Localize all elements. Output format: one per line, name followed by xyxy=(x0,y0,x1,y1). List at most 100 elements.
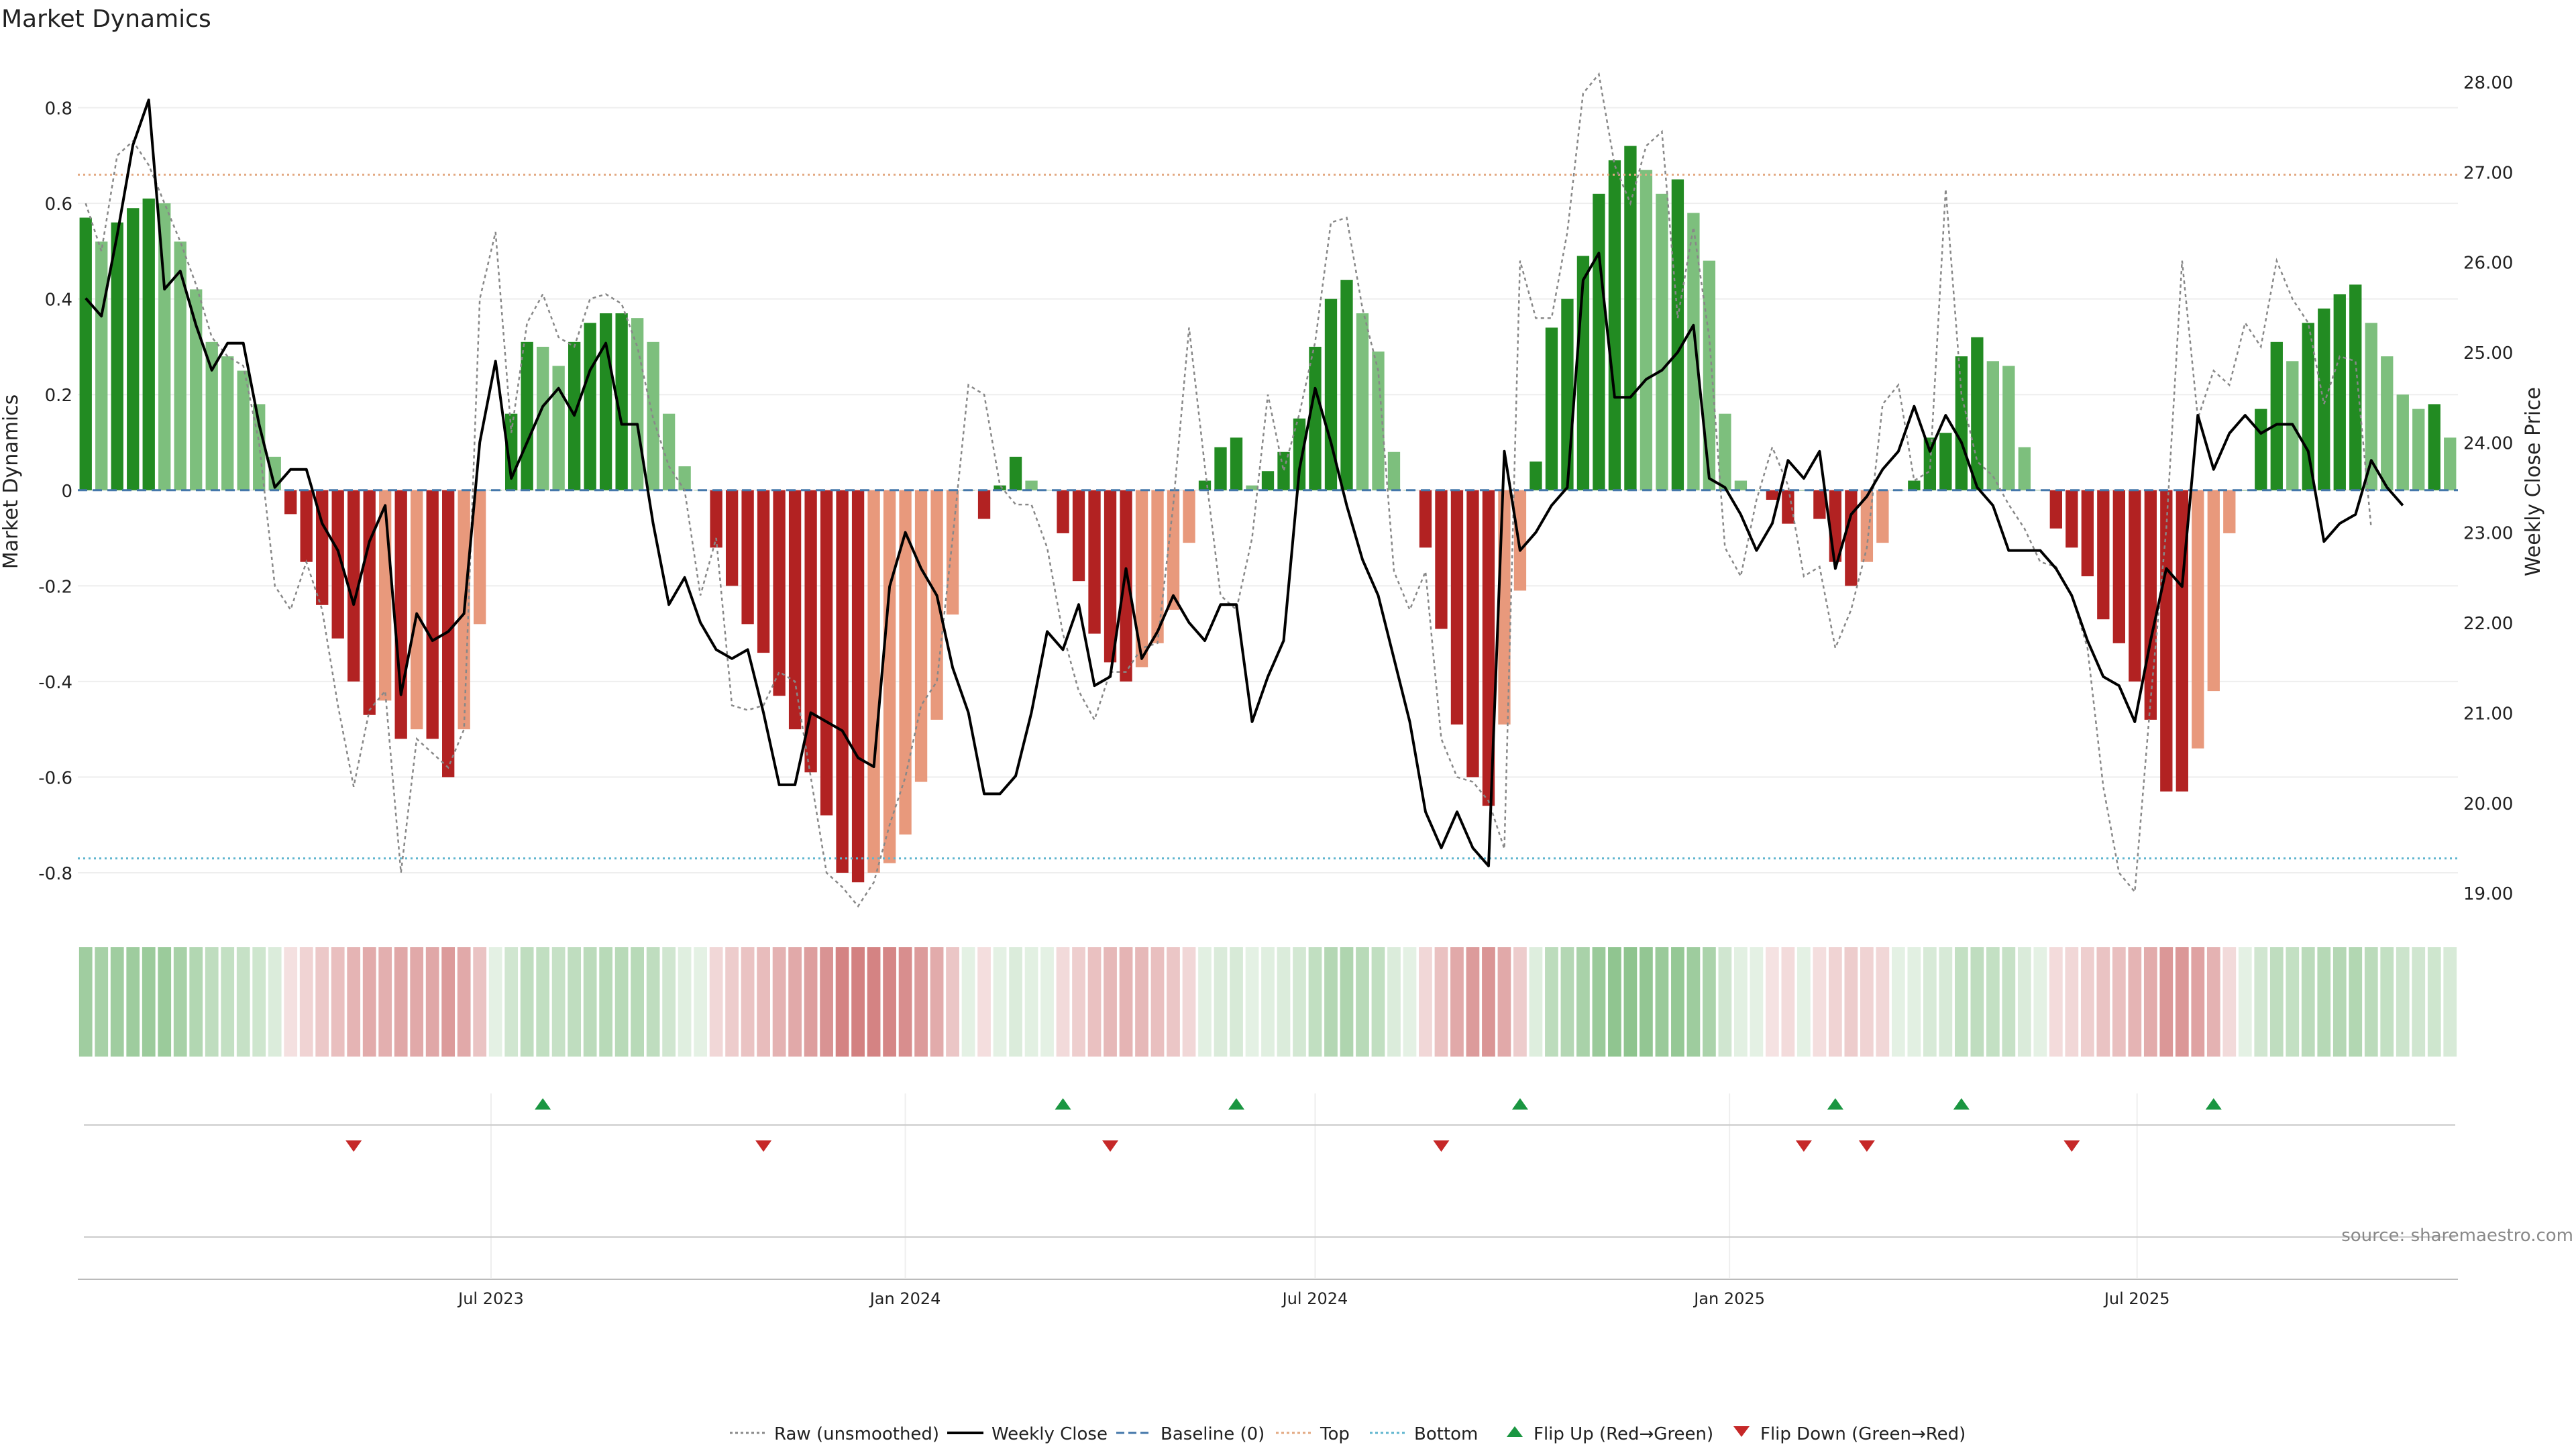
heatmap-cell xyxy=(898,947,912,1057)
heatmap-cell xyxy=(2191,947,2205,1057)
momentum-bar xyxy=(2270,341,2283,490)
momentum-bar xyxy=(1246,485,1258,490)
raw-series-line xyxy=(85,72,2373,908)
momentum-bar xyxy=(2444,437,2457,490)
heatmap-cell xyxy=(1608,947,1621,1057)
x-tick-label: Jan 2025 xyxy=(1693,1289,1765,1308)
momentum-bar xyxy=(190,289,203,490)
momentum-bar xyxy=(221,356,234,490)
heatmap-cell xyxy=(788,947,802,1057)
right-tick-label: 24.00 xyxy=(2463,433,2513,453)
momentum-bar xyxy=(1419,490,1432,548)
heatmap-cell xyxy=(1182,947,1196,1057)
heatmap-cell xyxy=(1403,947,1417,1057)
source-label: source: sharemaestro.com xyxy=(2341,1226,2573,1246)
flip-up-marker xyxy=(1228,1098,1245,1110)
momentum-bar xyxy=(142,198,155,490)
momentum-bar xyxy=(1009,456,1022,490)
heatmap-cell xyxy=(331,947,345,1057)
heatmap-cell xyxy=(189,947,203,1057)
heatmap-cell xyxy=(1986,947,2000,1057)
momentum-bar xyxy=(1640,170,1653,490)
triangle-up-icon xyxy=(1507,1426,1523,1437)
momentum-bar xyxy=(174,241,186,490)
heatmap-cell xyxy=(2427,947,2441,1057)
momentum-bar xyxy=(2349,284,2362,490)
heatmap-cell xyxy=(883,947,896,1057)
heatmap-cell xyxy=(2065,947,2079,1057)
momentum-bar xyxy=(1782,490,1794,524)
heatmap-cell xyxy=(631,947,645,1057)
heatmap-cell xyxy=(2396,947,2410,1057)
right-tick-label: 25.00 xyxy=(2463,343,2513,364)
momentum-bar xyxy=(1167,490,1180,610)
heatmap-cell xyxy=(851,947,865,1057)
momentum-bar xyxy=(1340,280,1353,490)
heatmap-cell xyxy=(694,947,707,1057)
momentum-bar xyxy=(615,313,628,490)
legend-label-flip_up: Flip Up (Red→Green) xyxy=(1534,1424,1713,1444)
heatmap-cell xyxy=(741,947,755,1057)
momentum-bar xyxy=(1766,490,1779,500)
heatmap-cell xyxy=(1781,947,1795,1057)
heatmap-cell xyxy=(1308,947,1322,1057)
heatmap-cell xyxy=(1560,947,1574,1057)
heatmap-cell xyxy=(1545,947,1558,1057)
momentum-bar xyxy=(95,241,108,490)
heatmap-cell xyxy=(520,947,534,1057)
momentum-bar xyxy=(773,490,786,696)
momentum-bar xyxy=(331,490,344,639)
momentum-bar xyxy=(1104,490,1117,663)
heatmap-cell xyxy=(2317,947,2331,1057)
heatmap-cell xyxy=(820,947,833,1057)
flip-down-marker xyxy=(1858,1140,1875,1152)
flip-down-marker xyxy=(1102,1140,1119,1152)
heatmap-cell xyxy=(551,947,566,1057)
series-lines xyxy=(85,72,2404,908)
x-tick-label: Jul 2024 xyxy=(1281,1289,1348,1308)
chart-title: Market Dynamics xyxy=(1,5,211,33)
heatmap-cell xyxy=(568,947,582,1057)
heatmap-cell xyxy=(1876,947,1890,1057)
heatmap-cell xyxy=(2112,947,2126,1057)
right-tick-label: 27.00 xyxy=(2463,163,2513,183)
right-tick-label: 19.00 xyxy=(2463,884,2513,904)
momentum-bar xyxy=(710,490,722,548)
flip-up-marker xyxy=(1511,1098,1528,1110)
momentum-bar xyxy=(2223,490,2236,533)
momentum-bar xyxy=(1845,490,1858,586)
heatmap-cell xyxy=(2443,947,2457,1057)
momentum-bar xyxy=(1703,260,1716,490)
heatmap-cell xyxy=(678,947,692,1057)
left-tick-label: -0.6 xyxy=(38,768,72,788)
left-axis-title: Market Dynamics xyxy=(0,394,23,570)
momentum-bar xyxy=(2065,490,2078,548)
left-tick-label: 0.6 xyxy=(45,195,72,215)
momentum-bar xyxy=(1261,471,1275,490)
heatmap-cell xyxy=(1576,947,1590,1057)
momentum-bar xyxy=(1656,193,1668,490)
momentum-bar xyxy=(2207,490,2220,692)
heatmap-cell xyxy=(236,947,250,1057)
legend-label-top: Top xyxy=(1320,1424,1350,1444)
left-tick-label: -0.4 xyxy=(38,673,72,693)
heatmap-cell xyxy=(394,947,408,1057)
momentum-bar xyxy=(2192,490,2204,749)
heatmap-cell xyxy=(2222,947,2237,1057)
heatmap-cell xyxy=(315,947,329,1057)
momentum-bar xyxy=(946,490,959,615)
momentum-bar xyxy=(867,490,880,873)
heatmap-strip xyxy=(78,947,2457,1057)
momentum-bar xyxy=(1025,480,1038,490)
momentum-bar xyxy=(2081,490,2094,577)
momentum-bar xyxy=(1482,490,1495,806)
momentum-bar xyxy=(2396,394,2409,490)
momentum-bar xyxy=(2239,490,2251,491)
momentum-bar xyxy=(1797,490,1811,491)
heatmap-cell xyxy=(1371,947,1385,1057)
momentum-bar xyxy=(788,490,802,730)
heatmap-cell xyxy=(1844,947,1858,1057)
legend-label-baseline: Baseline (0) xyxy=(1161,1424,1265,1444)
flip-down-marker xyxy=(2063,1140,2080,1152)
heatmap-cell xyxy=(425,947,439,1057)
